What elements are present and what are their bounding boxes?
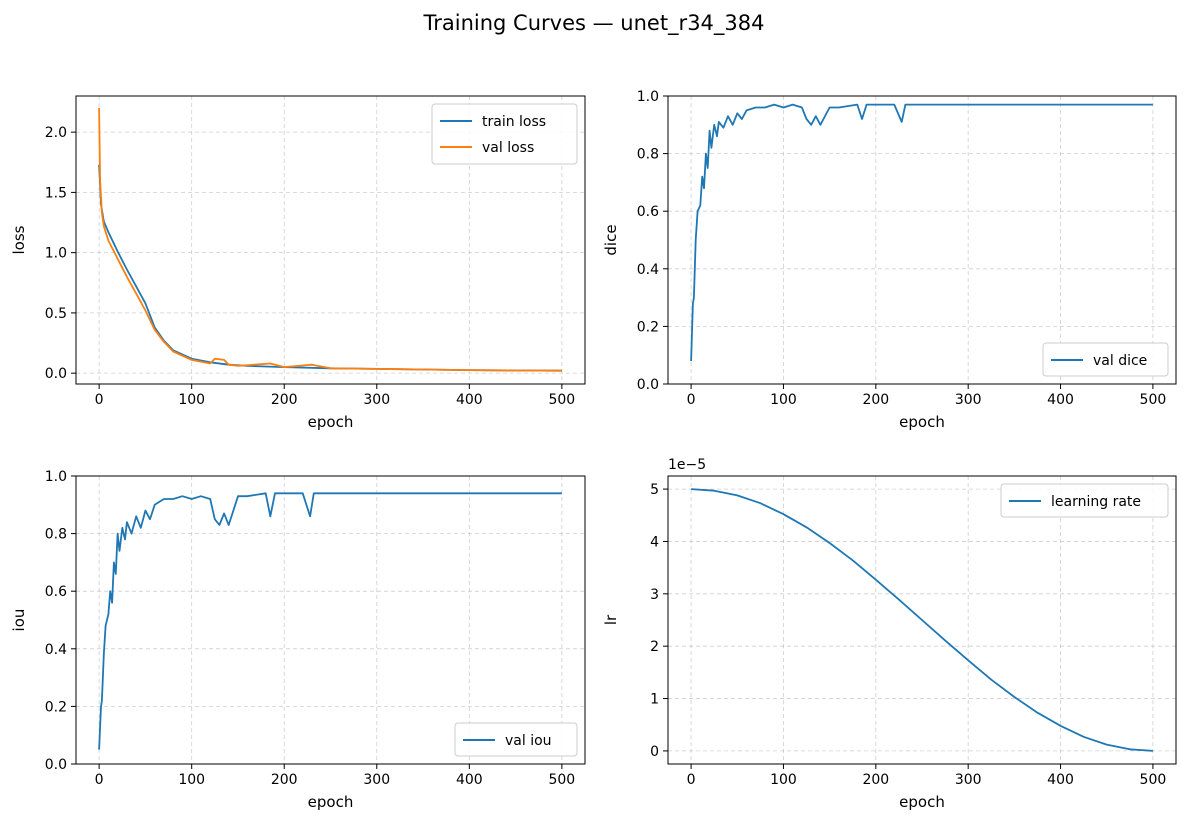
legend-box	[1000, 483, 1169, 518]
x-axis-label: epoch	[899, 413, 945, 431]
x-tick-label: 400	[456, 772, 483, 788]
x-tick-label: 300	[363, 392, 390, 408]
y-axis-label: dice	[602, 224, 620, 255]
x-axis-label: epoch	[899, 793, 945, 811]
legend-box	[454, 722, 578, 757]
legend-label: learning rate	[1051, 494, 1141, 510]
y-tick-label: 0.0	[45, 366, 67, 382]
x-tick-label: 0	[95, 392, 104, 408]
y-tick-label: 1.0	[637, 89, 659, 105]
y-axis-label: loss	[10, 225, 28, 254]
x-axis-label: epoch	[308, 793, 354, 811]
x-tick-label: 100	[178, 392, 205, 408]
y-tick-label: 1.0	[45, 469, 67, 485]
legend: val iou	[454, 722, 578, 757]
y-tick-label: 0.8	[45, 527, 67, 543]
y-tick-label: 0.4	[637, 262, 659, 278]
axes-frame	[75, 95, 586, 385]
x-tick-label: 0	[95, 772, 104, 788]
axes-frame	[667, 95, 1177, 385]
x-tick-label: 300	[955, 772, 982, 788]
x-tick-label: 200	[862, 772, 889, 788]
y-tick-label: 3	[650, 587, 659, 603]
series-line-learning-rate	[691, 488, 1153, 752]
x-tick-label: 500	[548, 392, 575, 408]
legend: train loss val loss	[431, 103, 578, 165]
x-tick-label: 200	[271, 392, 298, 408]
y-tick-label: 0.0	[45, 757, 67, 773]
axes-frame	[667, 475, 1177, 765]
figure-title: Training Curves — unet_r34_384	[423, 11, 765, 36]
x-tick-label: 400	[1047, 772, 1074, 788]
x-tick-label: 500	[1140, 392, 1167, 408]
x-tick-label: 100	[770, 772, 797, 788]
legend-box	[1042, 342, 1169, 377]
legend: val dice	[1042, 342, 1169, 377]
y-tick-label: 0.5	[45, 306, 67, 322]
x-tick-label: 0	[687, 392, 696, 408]
series-line-val-loss	[98, 108, 562, 372]
y-tick-label: 0.0	[637, 377, 659, 393]
y-offset-text: 1e−5	[668, 457, 706, 473]
y-tick-label: 5	[650, 482, 659, 498]
legend-box	[431, 103, 578, 165]
y-tick-label: 1.0	[45, 246, 67, 262]
y-tick-label: 4	[650, 534, 659, 550]
x-tick-label: 500	[1140, 772, 1167, 788]
subplot-iou: 0 100 200 300 400 500 0.0 0.2 0.4 0.6 0.8 1.0 epoch i…	[10, 469, 586, 811]
legend-label: val iou	[505, 733, 552, 749]
axes-frame	[75, 475, 586, 765]
y-tick-label: 0.2	[637, 319, 659, 335]
x-tick-label: 500	[548, 772, 575, 788]
x-tick-label: 200	[271, 772, 298, 788]
y-tick-label: 0	[650, 744, 659, 760]
series-line-val-dice	[690, 103, 1153, 362]
y-tick-label: 2.0	[45, 125, 67, 141]
x-tick-label: 400	[456, 392, 483, 408]
x-axis-label: epoch	[308, 413, 354, 431]
y-axis-label: iou	[10, 609, 28, 632]
y-tick-label: 2	[650, 639, 659, 655]
x-tick-label: 400	[1047, 392, 1074, 408]
x-tick-label: 300	[955, 392, 982, 408]
y-tick-label: 1	[650, 692, 659, 708]
y-tick-label: 0.6	[45, 584, 67, 600]
x-tick-label: 100	[770, 392, 797, 408]
x-tick-label: 100	[178, 772, 205, 788]
y-tick-label: 1.5	[45, 185, 67, 201]
y-axis-label: lr	[602, 614, 620, 625]
y-tick-label: 0.8	[637, 147, 659, 163]
legend-label: val loss	[482, 140, 534, 156]
legend: learning rate	[1000, 483, 1169, 518]
subplot-dice: 0 100 200 300 400 500 0.0 0.2 0.4 0.6 0.8 1.0 epoch d…	[602, 89, 1177, 431]
subplot-lr: 0 100 200 300 400 500 0 1 2 3 4 5 epoch lr 1e−5 learnin…	[602, 457, 1177, 811]
series-line-val-iou	[98, 492, 562, 750]
x-tick-label: 300	[363, 772, 390, 788]
subplot-loss: 0 100 200 300 400 500 0.0 0.5 1.0 1.5 2.0 epoch loss…	[10, 95, 586, 431]
y-tick-label: 0.4	[45, 642, 67, 658]
subplots-group: 0 100 200 300 400 5000.00.51.01.52.0epochloss…	[10, 89, 1177, 811]
y-tick-label: 0.6	[637, 204, 659, 220]
y-tick-label: 0.2	[45, 699, 67, 715]
x-tick-label: 200	[862, 392, 889, 408]
x-tick-label: 0	[687, 772, 696, 788]
legend-label: val dice	[1093, 353, 1147, 369]
legend-label: train loss	[482, 114, 546, 130]
